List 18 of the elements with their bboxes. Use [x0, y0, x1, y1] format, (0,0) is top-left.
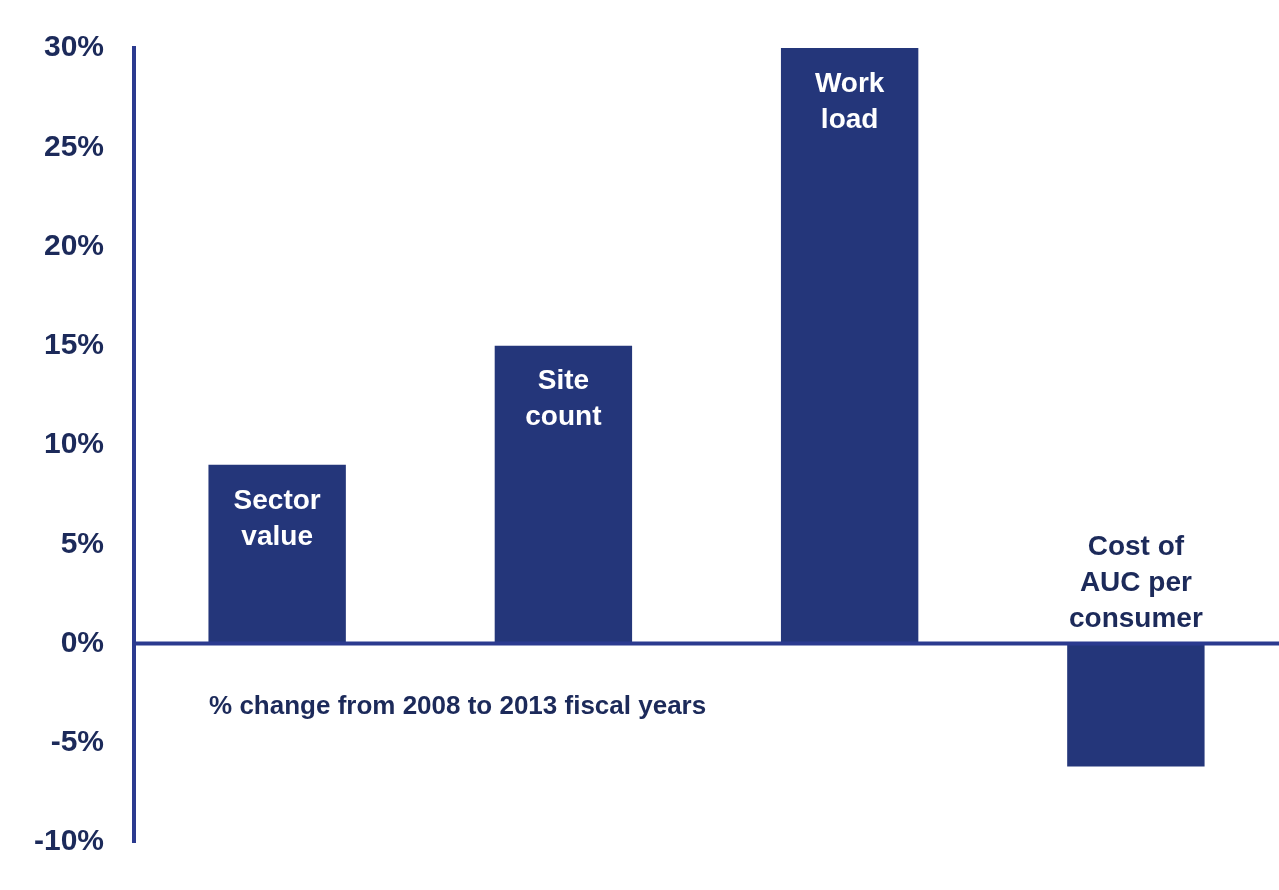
y-tick-label: 15% — [43, 327, 105, 361]
y-tick-label: -5% — [50, 724, 105, 758]
x-tick-label: Work load — [814, 66, 885, 134]
x-tick-label: Sector value — [233, 483, 321, 551]
bar — [208, 464, 346, 644]
x-tick-label: Cost of AUC per consumer — [1068, 530, 1203, 634]
x-tick-label: Site count — [525, 364, 602, 432]
y-tick-label: -10% — [33, 823, 105, 857]
y-tick-label: 25% — [43, 128, 105, 162]
bar — [1067, 643, 1205, 767]
bar — [494, 345, 633, 644]
bar — [780, 48, 919, 644]
y-tick-label: 20% — [43, 227, 105, 261]
annotation: % change from 2008 to 2013 fiscal years — [209, 690, 707, 721]
y-tick-label: 5% — [60, 525, 105, 559]
y-tick-label: 0% — [60, 624, 105, 658]
y-tick-label: 10% — [43, 426, 105, 460]
y-tick-label: 30% — [43, 29, 105, 63]
